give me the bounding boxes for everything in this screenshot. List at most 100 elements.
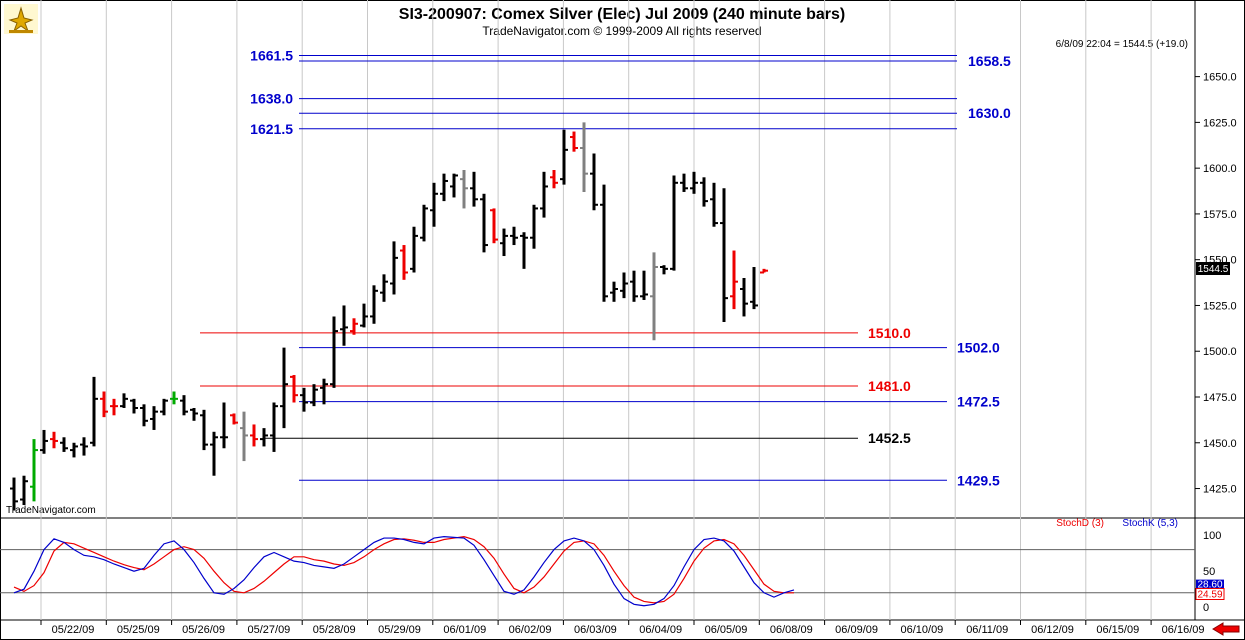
ohlc-bar xyxy=(190,407,198,421)
ohlc-bar xyxy=(480,193,488,253)
ohlc-bar xyxy=(460,169,468,209)
ohlc-bar xyxy=(400,245,408,280)
ohlc-bar xyxy=(550,169,558,189)
date-label: 06/08/09 xyxy=(770,624,813,636)
tradenavigator-logo-icon[interactable] xyxy=(4,4,38,34)
ohlc-bar xyxy=(560,129,568,185)
date-label: 06/16/09 xyxy=(1162,624,1205,636)
ohlc-bar xyxy=(720,188,728,322)
stoch-tick-label: 50 xyxy=(1203,566,1215,578)
stoch-series-line xyxy=(13,536,795,607)
ohlc-bar xyxy=(340,305,348,346)
price-tick-label: 1475.0 xyxy=(1203,392,1237,404)
chart-title: SI3-200907: Comex Silver (Elec) Jul 2009… xyxy=(399,6,845,23)
scroll-right-arrow-icon[interactable] xyxy=(1211,622,1241,636)
price-tick-label: 1450.0 xyxy=(1203,438,1237,450)
date-label: 06/12/09 xyxy=(1031,624,1074,636)
ohlc-bar xyxy=(500,228,508,257)
ohlc-bar xyxy=(670,175,678,271)
ohlc-bar xyxy=(610,281,618,302)
level-label: 1661.5 xyxy=(250,48,293,64)
ohlc-bar xyxy=(430,182,438,227)
ohlc-bar xyxy=(440,173,448,202)
ohlc-bar xyxy=(680,173,688,192)
price-tick-label: 1425.0 xyxy=(1203,484,1237,496)
date-label: 05/29/09 xyxy=(378,624,421,636)
ohlc-bar xyxy=(700,177,708,207)
date-label: 06/11/09 xyxy=(966,624,1008,636)
ohlc-bar xyxy=(180,395,188,416)
last-price-label: 1544.5 xyxy=(1198,264,1229,275)
ohlc-bar xyxy=(350,318,358,335)
legend-stochd: StochD (3) xyxy=(1056,518,1104,529)
ohlc-bar xyxy=(40,429,48,454)
date-label: 05/25/09 xyxy=(117,624,160,636)
ohlc-bar xyxy=(200,409,208,451)
ohlc-bar xyxy=(760,268,768,274)
ohlc-bar xyxy=(140,404,148,427)
ohlc-bar xyxy=(300,387,308,412)
stoch-series-line xyxy=(13,536,794,604)
stochd-value-label: 28.60 xyxy=(1197,580,1222,591)
ohlc-bar xyxy=(120,393,128,408)
level-label: 1429.5 xyxy=(957,472,1000,488)
ohlc-bar xyxy=(150,406,158,430)
date-label: 06/09/09 xyxy=(835,624,878,636)
ohlc-bar xyxy=(160,398,168,416)
ohlc-bar xyxy=(290,375,298,403)
watermark-text: TradeNavigator.com xyxy=(6,505,96,516)
ohlc-bar xyxy=(30,439,38,502)
price-readout: 6/8/09 22:04 = 1544.5 (+19.0) xyxy=(1056,39,1188,50)
ohlc-bar xyxy=(10,477,18,511)
price-tick-label: 1625.0 xyxy=(1203,117,1237,129)
price-tick-label: 1500.0 xyxy=(1203,346,1237,358)
level-label: 1621.5 xyxy=(250,121,293,137)
ohlc-bar xyxy=(170,391,178,405)
ohlc-bar xyxy=(590,153,598,211)
ohlc-bar xyxy=(390,241,398,295)
ohlc-bar xyxy=(420,204,428,242)
ohlc-bar xyxy=(210,431,218,476)
ohlc-bar xyxy=(110,398,118,416)
stochk-value-label: 24.59 xyxy=(1197,589,1222,600)
ohlc-bar xyxy=(50,431,58,449)
ohlc-bar xyxy=(70,442,78,458)
ohlc-bar xyxy=(330,316,338,388)
ohlc-bar xyxy=(100,391,108,418)
stoch-tick-label: 0 xyxy=(1203,602,1209,614)
ohlc-bar xyxy=(20,475,28,506)
ohlc-bar xyxy=(320,378,328,405)
ohlc-bar xyxy=(540,171,548,218)
legend-stochk: StochK (5,3) xyxy=(1122,518,1178,529)
ohlc-bar xyxy=(470,171,478,207)
ohlc-bar xyxy=(580,122,588,192)
ohlc-bar xyxy=(730,250,738,310)
ohlc-bar xyxy=(260,428,268,447)
ohlc-bar xyxy=(750,267,758,310)
date-label: 05/28/09 xyxy=(313,624,356,636)
ohlc-bar xyxy=(570,131,578,152)
ohlc-bar xyxy=(90,376,98,447)
date-label: 05/22/09 xyxy=(52,624,95,636)
stoch-tick-label: 100 xyxy=(1203,530,1221,542)
level-label: 1502.0 xyxy=(957,340,1000,356)
ohlc-bar xyxy=(250,424,258,447)
ohlc-bar xyxy=(380,274,388,302)
ohlc-bar xyxy=(60,437,68,452)
ohlc-bar xyxy=(270,402,278,452)
ohlc-bar xyxy=(600,184,608,302)
date-label: 06/01/09 xyxy=(443,624,486,636)
ohlc-bar xyxy=(690,171,698,194)
date-label: 06/10/09 xyxy=(900,624,943,636)
ohlc-bar xyxy=(230,413,238,425)
level-label: 1658.5 xyxy=(968,53,1011,69)
date-label: 05/27/09 xyxy=(247,624,290,636)
ohlc-bar xyxy=(450,173,458,198)
date-axis: 05/22/09 05/25/09 05/26/09 05/27/09 05/28/09… xyxy=(40,620,1205,636)
ohlc-bar xyxy=(710,182,718,227)
ohlc-bar xyxy=(370,285,378,324)
ohlc-bar xyxy=(530,204,538,249)
